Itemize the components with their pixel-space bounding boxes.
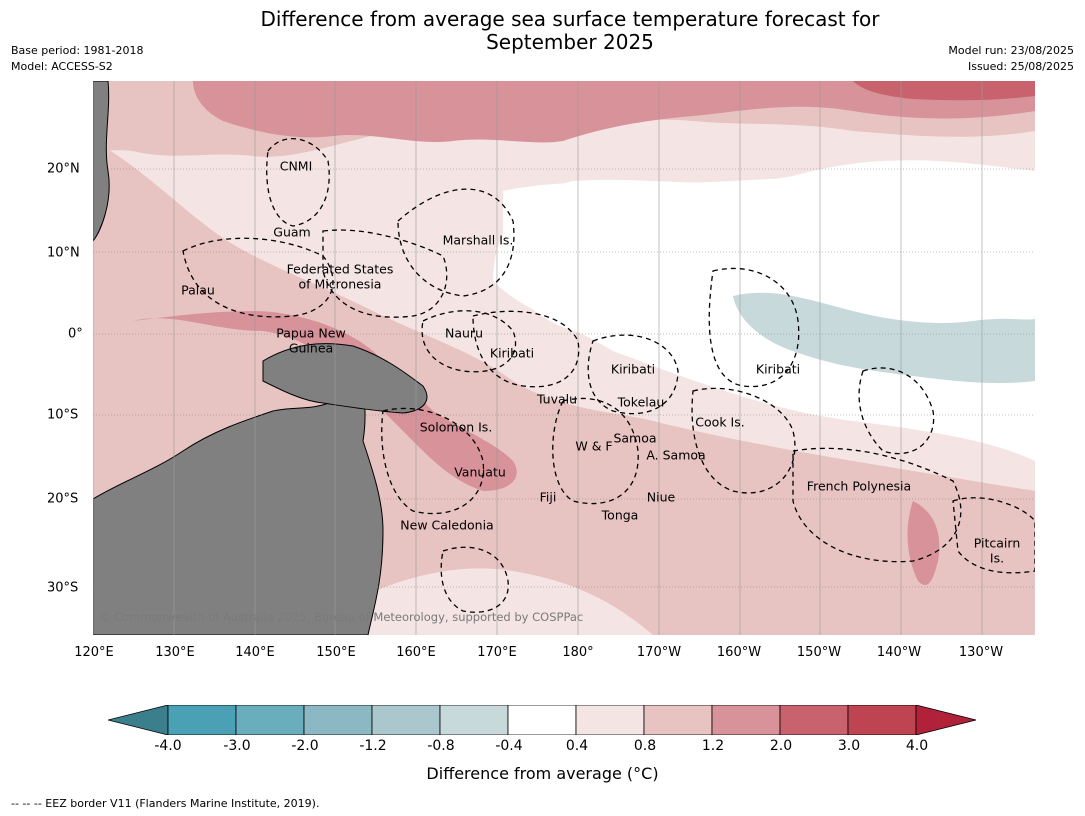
place-label: Kiribati (755, 361, 801, 377)
lon-label: 160°E (396, 645, 436, 660)
chart-title: Difference from average sea surface temp… (0, 8, 1085, 54)
colorbar-tick: 0.4 (565, 738, 589, 754)
place-label: A. Samoa (646, 447, 706, 463)
colorbar-tick: -2.0 (291, 738, 319, 754)
model-name: Model: ACCESS-S2 (11, 60, 113, 73)
place-label: Niue (646, 489, 676, 505)
place-label: Kiribati (610, 361, 656, 377)
place-label: W & F (575, 438, 613, 454)
colorbar-segment (235, 705, 305, 735)
place-label: Nauru (445, 325, 483, 341)
place-label: Tuvalu (536, 391, 578, 407)
lon-label: 160°W (716, 645, 762, 660)
place-label: Guinea (288, 340, 334, 356)
colorbar-tick: -0.8 (427, 738, 455, 754)
place-label: Kiribati (489, 345, 535, 361)
anomaly-strong-warm-png (133, 311, 517, 491)
lat-label: 20°N (47, 161, 80, 177)
anomaly-strong-warm-north (193, 81, 1035, 143)
title-line-2: September 2025 (486, 30, 654, 54)
meta-right: Model run: 23/08/2025 Issued: 25/08/2025 (948, 43, 1074, 75)
lat-label: 10°S (47, 407, 79, 423)
base-period: Base period: 1981-2018 (11, 44, 144, 57)
colorbar-tick: 3.0 (837, 738, 861, 754)
lon-label: 130°E (155, 645, 195, 660)
place-label: Tokelau (617, 394, 665, 410)
colorbar-extend-high (915, 705, 977, 735)
colorbar-tick: -4.0 (154, 738, 182, 754)
meta-left: Base period: 1981-2018 Model: ACCESS-S2 (11, 43, 143, 75)
colorbar-tick: 0.8 (633, 738, 657, 754)
colorbar-tick: -0.4 (495, 738, 523, 754)
colorbar-label: Difference from average (°C) (426, 764, 659, 783)
colorbar-tick: -1.2 (359, 738, 387, 754)
lat-label: 0° (68, 326, 83, 342)
colorbar-extend-low (108, 705, 169, 735)
place-label: New Caledonia (400, 517, 494, 533)
model-run: Model run: 23/08/2025 (948, 44, 1074, 57)
colorbar-segment (167, 705, 237, 735)
place-label: Federated States (286, 261, 394, 277)
colorbar-tick: 2.0 (769, 738, 793, 754)
eez-borders (182, 138, 1035, 613)
anomaly-stronger-warm-north (853, 81, 1035, 101)
colorbar-segment (371, 705, 441, 735)
colorbar-segment (643, 705, 713, 735)
lon-label: 170°E (477, 645, 517, 660)
place-label: of Micronesia (298, 276, 382, 292)
place-label: Is. (989, 550, 1005, 566)
lat-label: 30°S (47, 580, 79, 596)
anomaly-cool-central (733, 292, 1035, 384)
copyright-notice: © Commonwealth of Australia 2025, Bureau… (99, 610, 584, 624)
place-label: French Polynesia (806, 478, 912, 494)
colorbar-tick: 4.0 (905, 738, 929, 754)
lon-label: 180° (562, 645, 594, 660)
lon-label: 130°W (958, 645, 1004, 660)
place-label: Marshall Is. (442, 232, 514, 248)
lon-label: 150°E (316, 645, 356, 660)
anomaly-strong-warm-east (907, 501, 940, 585)
title-line-1: Difference from average sea surface temp… (260, 7, 880, 31)
colorbar-segment (507, 705, 577, 735)
land-new-guinea (262, 343, 428, 414)
meridians (93, 81, 983, 635)
lat-label: 20°S (47, 491, 79, 507)
colorbar-segment (575, 705, 645, 735)
lat-label: 10°N (47, 245, 80, 261)
place-label: Samoa (613, 430, 657, 446)
colorbar (108, 705, 977, 735)
lon-label: 170°W (636, 645, 682, 660)
lon-label: 140°W (876, 645, 922, 660)
land-asia (93, 81, 110, 242)
lon-label: 150°W (796, 645, 842, 660)
place-label: Palau (181, 282, 215, 298)
place-label: Vanuatu (454, 464, 506, 480)
place-label: Pitcairn (973, 535, 1021, 551)
place-label: Guam (273, 224, 311, 240)
colorbar-segment (439, 705, 509, 735)
colorbar-tick: -3.0 (223, 738, 251, 754)
place-label: Solomon Is. (419, 419, 493, 435)
lon-label: 140°E (235, 645, 275, 660)
place-label: Papua New (276, 325, 346, 341)
colorbar-tick: 1.2 (701, 738, 725, 754)
colorbar-segment (779, 705, 849, 735)
graticule (93, 168, 1035, 588)
place-label: Fiji (539, 489, 557, 505)
place-label: Tonga (601, 507, 639, 523)
place-label: Cook Is. (695, 414, 745, 430)
issued-date: Issued: 25/08/2025 (967, 60, 1074, 73)
map-panel (93, 81, 1035, 635)
footnote: -- -- -- EEZ border V11 (Flanders Marine… (11, 797, 320, 810)
sst-map (93, 81, 1035, 635)
colorbar-segment (847, 705, 917, 735)
lon-label: 120°E (74, 645, 114, 660)
anomaly-neutral-center (503, 178, 1035, 335)
colorbar-segment (303, 705, 373, 735)
place-label: CNMI (279, 158, 313, 174)
colorbar-segment (711, 705, 781, 735)
